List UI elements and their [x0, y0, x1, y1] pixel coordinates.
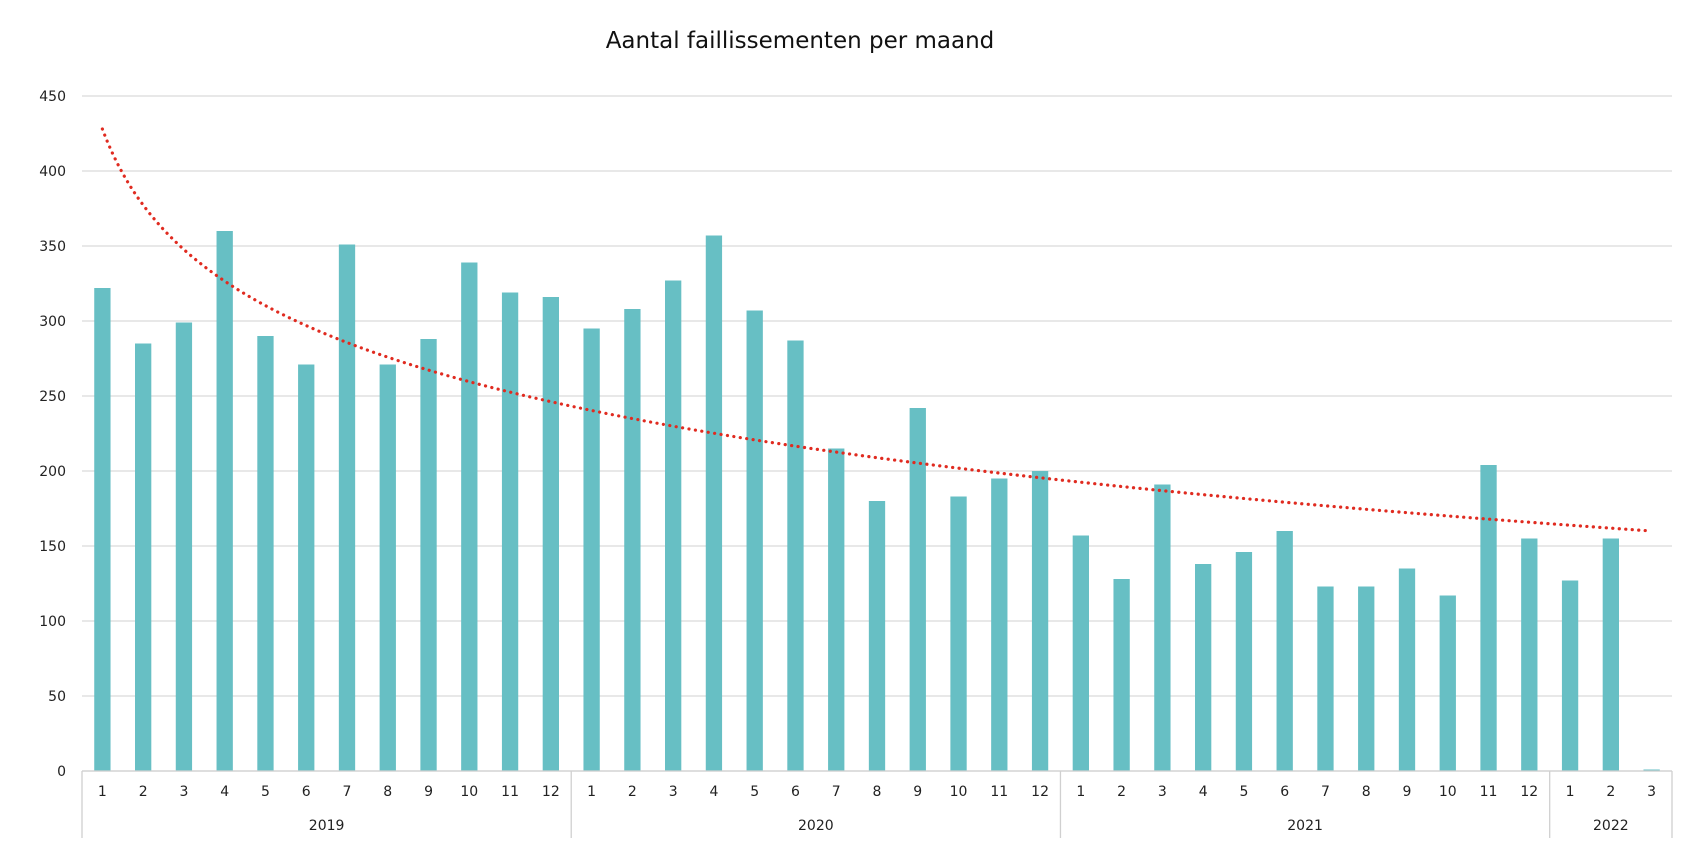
x-tick-label: 5	[261, 784, 270, 800]
x-tick-label: 2	[1606, 784, 1615, 800]
bar	[461, 262, 478, 771]
x-tick-label: 6	[791, 784, 800, 800]
bar	[665, 280, 682, 771]
x-tick-label: 10	[460, 784, 478, 800]
x-tick-label: 8	[873, 784, 882, 800]
x-axis: 1 2 3 4 5 6 7 8 9 10 11 12 1 2 3 4 5 6 7 8 9 10 11 12 1 2 3 4 5 6 7 8 9 1…	[81, 770, 1673, 838]
bar	[379, 364, 396, 771]
x-tick-label: 10	[950, 784, 968, 800]
y-tick-label: 100	[39, 614, 66, 630]
y-tick-label: 50	[48, 689, 66, 705]
x-tick-label: 1	[1076, 784, 1085, 800]
bar	[583, 328, 600, 771]
bar	[1113, 579, 1130, 771]
bar	[1643, 769, 1660, 771]
x-tick-label: 6	[1280, 784, 1289, 800]
x-tick-label: 9	[424, 784, 433, 800]
x-tick-label: 8	[383, 784, 392, 800]
x-tick-label: 5	[1239, 784, 1248, 800]
bar	[705, 235, 723, 771]
x-tick-label: 9	[913, 784, 922, 800]
bar	[746, 310, 763, 771]
x-tick-label: 1	[587, 784, 596, 800]
bar	[257, 336, 274, 771]
y-tick-label: 450	[39, 89, 66, 105]
x-tick-label: 12	[542, 784, 560, 800]
year-label: 2022	[1593, 818, 1629, 834]
x-tick-label: 2	[139, 784, 148, 800]
bar	[1031, 471, 1049, 771]
x-tick-label: 4	[220, 784, 229, 800]
bar	[542, 297, 559, 771]
x-tick-label: 2	[628, 784, 637, 800]
bar	[624, 309, 641, 771]
x-tick-label: 1	[1566, 784, 1575, 800]
x-tick-label: 12	[1520, 784, 1538, 800]
x-tick-label: 3	[179, 784, 188, 800]
x-tick-label: 6	[302, 784, 311, 800]
x-tick-label: 8	[1362, 784, 1371, 800]
bar	[787, 340, 804, 771]
bar	[1398, 568, 1416, 771]
bar	[338, 244, 356, 771]
bar	[94, 288, 111, 771]
bar	[1195, 564, 1212, 771]
bar	[420, 339, 437, 771]
bar	[1317, 586, 1334, 771]
y-tick-label: 350	[39, 239, 66, 255]
bar	[216, 231, 233, 771]
x-tick-label: 9	[1403, 784, 1412, 800]
y-tick-label: 0	[57, 764, 66, 780]
bar	[135, 343, 152, 771]
bars	[94, 231, 1660, 771]
bar	[298, 364, 315, 771]
bar	[1480, 465, 1497, 771]
trendline	[100, 127, 1654, 533]
y-axis-labels: 0 50 100 150 200 250 300 350 400 450	[39, 89, 66, 780]
bar	[501, 292, 519, 771]
bar	[175, 322, 193, 771]
x-tick-label: 4	[709, 784, 718, 800]
bar	[1276, 531, 1293, 771]
x-tick-label: 7	[343, 784, 352, 800]
x-tick-label: 3	[1158, 784, 1167, 800]
x-tick-label: 10	[1439, 784, 1457, 800]
bar	[1358, 586, 1375, 771]
bar	[1154, 484, 1171, 771]
y-tick-label: 200	[39, 464, 66, 480]
bar	[991, 478, 1008, 771]
bar	[1439, 595, 1456, 771]
y-tick-label: 250	[39, 389, 66, 405]
x-tick-label: 11	[501, 784, 519, 800]
y-tick-label: 150	[39, 539, 66, 555]
y-tick-label: 400	[39, 164, 66, 180]
year-label: 2019	[309, 818, 345, 834]
bar	[909, 408, 926, 771]
year-label: 2021	[1287, 818, 1323, 834]
chart-title: Aantal faillissementen per maand	[606, 28, 995, 54]
x-tick-label: 11	[990, 784, 1008, 800]
bar	[868, 501, 886, 771]
x-tick-label: 3	[1647, 784, 1656, 800]
bar	[1602, 538, 1619, 771]
bar	[1521, 538, 1538, 771]
bar	[1072, 535, 1089, 771]
bar	[828, 448, 845, 771]
x-tick-label: 1	[98, 784, 107, 800]
bar	[1235, 552, 1253, 771]
x-tick-label: 12	[1031, 784, 1049, 800]
bar	[1561, 580, 1579, 771]
y-tick-label: 300	[39, 314, 66, 330]
bar	[950, 496, 967, 771]
x-tick-label: 3	[669, 784, 678, 800]
x-tick-label: 5	[750, 784, 759, 800]
x-tick-label: 11	[1480, 784, 1498, 800]
x-tick-label: 2	[1117, 784, 1126, 800]
x-tick-label: 7	[832, 784, 841, 800]
x-tick-label: 4	[1199, 784, 1208, 800]
x-tick-label: 7	[1321, 784, 1330, 800]
trendline-path	[100, 127, 1654, 533]
year-label: 2020	[798, 818, 834, 834]
